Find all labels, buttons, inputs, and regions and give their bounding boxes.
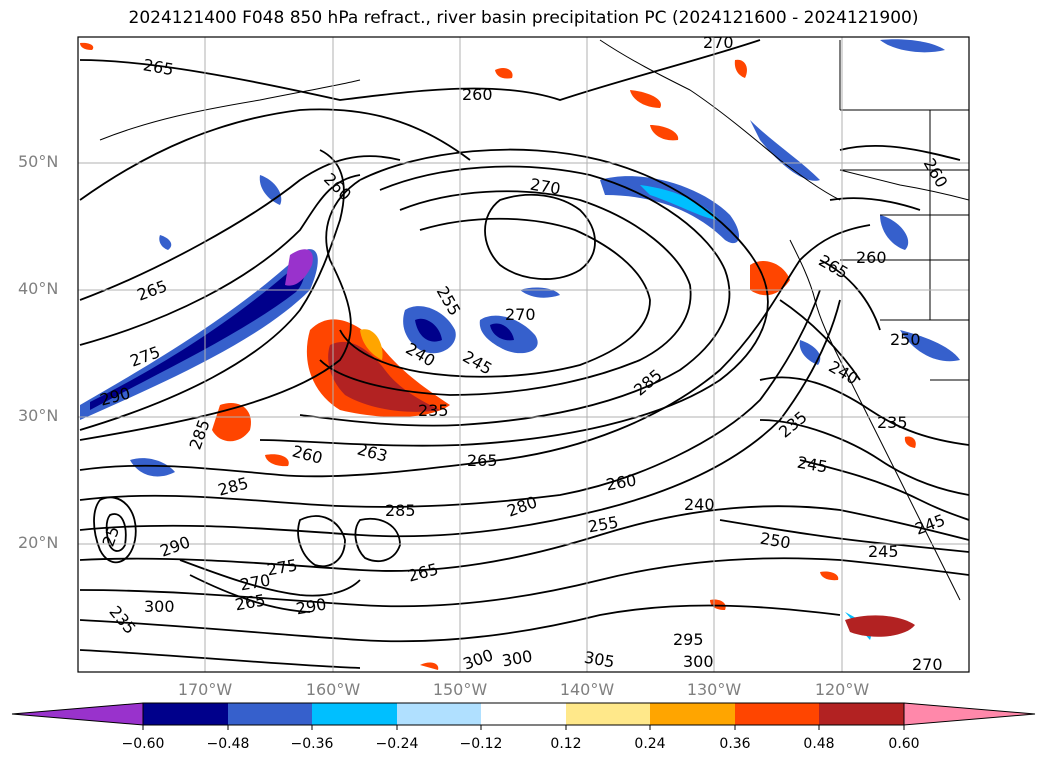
colorbar-tick-label: 0.24	[634, 736, 666, 752]
colorbar-tick-label: −0.48	[206, 736, 250, 752]
colorbar-bin	[735, 703, 819, 725]
colorbar-tick-label: 0.60	[888, 736, 920, 752]
colorbar-bin	[566, 703, 650, 725]
contour-label: 270	[505, 305, 536, 324]
colorbar-bin	[397, 703, 481, 725]
colorbar-bin	[819, 703, 904, 725]
colorbar-tick-label: −0.60	[121, 736, 165, 752]
contour-label: 235	[877, 413, 908, 432]
lon-label-140w: 140°W	[559, 680, 615, 699]
lon-label-130w: 130°W	[686, 680, 742, 699]
colorbar-tick-label: 0.48	[803, 736, 835, 752]
contour-label: 300	[683, 652, 714, 671]
contour-label: 295	[673, 630, 704, 649]
lon-label-120w: 120°W	[814, 680, 870, 699]
colorbar-extend-low	[11, 702, 144, 726]
colorbar-bin	[650, 703, 735, 725]
colorbar-tick-label: −0.24	[375, 736, 419, 752]
colorbar-tick-label: −0.36	[290, 736, 334, 752]
contour-label: 245	[868, 542, 899, 561]
colorbar-bin	[481, 703, 566, 725]
colorbar-tick-label: −0.12	[459, 736, 503, 752]
contour-label: 250	[890, 330, 921, 349]
lat-label-30n: 30°N	[18, 406, 59, 425]
negative-anomaly-shading	[80, 39, 960, 640]
contour-label: 265	[467, 451, 498, 470]
colorbar-bin	[228, 703, 312, 725]
lon-label-160w: 160°W	[305, 680, 361, 699]
colorbar	[11, 702, 1036, 730]
contour-label: 240	[684, 495, 715, 514]
contour-label: 235	[418, 401, 449, 420]
colorbar-extend-high	[903, 702, 1036, 726]
contour-label: 270	[703, 33, 734, 52]
contour-label: 260	[856, 248, 887, 267]
lat-label-50n: 50°N	[18, 152, 59, 171]
coastline	[99, 39, 969, 601]
colorbar-bin	[143, 703, 228, 725]
lat-label-20n: 20°N	[18, 533, 59, 552]
lon-label-150w: 150°W	[432, 680, 488, 699]
contour-label: 300	[144, 597, 175, 616]
colorbar-tick-label: 0.36	[719, 736, 751, 752]
contour-label: 270	[912, 655, 943, 674]
lon-label-170w: 170°W	[177, 680, 233, 699]
map-frame	[77, 36, 970, 673]
contour-label: 260	[462, 85, 493, 104]
contour-lines	[79, 39, 969, 669]
colorbar-bin	[312, 703, 397, 725]
colorbar-tick-label: 0.12	[550, 736, 582, 752]
lat-label-40n: 40°N	[18, 279, 59, 298]
contour-label: 285	[385, 501, 416, 520]
graticule	[78, 37, 969, 672]
map-title: 2024121400 F048 850 hPa refract., river …	[128, 8, 919, 28]
